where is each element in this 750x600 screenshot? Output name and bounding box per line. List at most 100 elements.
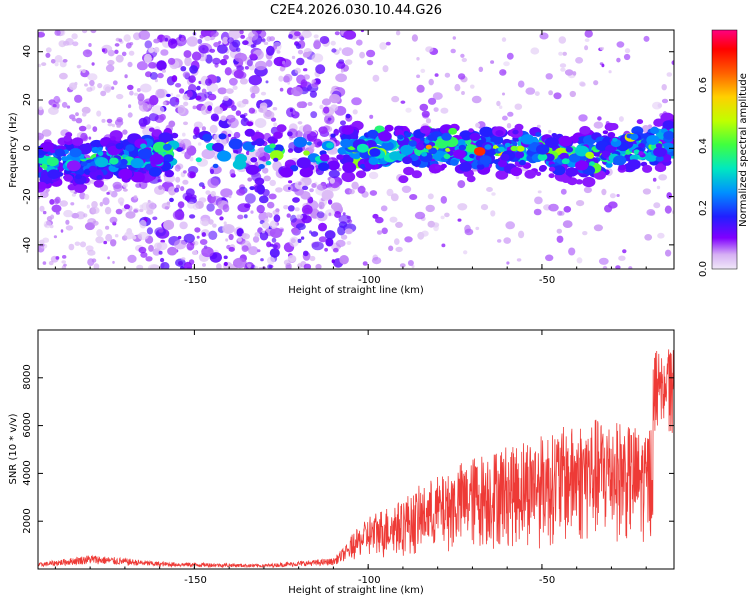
spectrogram-cell xyxy=(556,235,564,243)
spectrogram-cell xyxy=(148,62,157,69)
bottom-ytick-label: 8000 xyxy=(22,364,33,389)
spectrogram-cell xyxy=(205,190,211,196)
spectrogram-cell xyxy=(620,150,627,155)
spectrogram-cell xyxy=(116,93,124,100)
spectrogram-cell xyxy=(82,49,93,58)
spectrogram-cell xyxy=(575,145,589,157)
spectrogram-cell xyxy=(209,124,218,134)
spectrogram-cell xyxy=(65,219,70,225)
spectrogram-cell xyxy=(479,126,494,138)
spectrogram-cell xyxy=(273,131,283,139)
spectrogram-cell xyxy=(199,239,208,245)
spectrogram-cell xyxy=(536,124,541,128)
spectrogram-cell xyxy=(478,66,484,73)
spectrogram-cell xyxy=(151,105,165,115)
spectrogram-cell xyxy=(295,43,302,49)
spectrogram-cell xyxy=(287,254,297,263)
spectrogram-cell xyxy=(604,122,616,132)
spectrogram-cell xyxy=(204,35,211,42)
spectrogram-cell xyxy=(138,30,151,40)
spectrogram-cell xyxy=(208,230,218,240)
spectrogram-cell xyxy=(114,43,120,47)
spectrogram-cell xyxy=(324,247,328,252)
spectrogram-cell xyxy=(91,201,98,208)
spectrogram-cell xyxy=(495,130,504,137)
spectrogram-cell xyxy=(140,83,152,93)
spectrogram-cell xyxy=(599,46,605,51)
spectrogram-cell xyxy=(131,235,137,240)
spectrogram-cell xyxy=(148,47,155,53)
spectrogram-cell xyxy=(252,235,260,243)
spectrogram-cell xyxy=(338,47,342,51)
spectrogram-cell xyxy=(344,228,353,235)
spectrogram-cell xyxy=(657,232,665,239)
spectrogram-cell xyxy=(283,73,293,83)
spectrogram-cell xyxy=(666,192,672,199)
spectrogram-cell xyxy=(97,83,103,89)
spectrogram-cell xyxy=(91,251,96,255)
spectrogram-cell xyxy=(65,225,74,231)
spectrogram-cell xyxy=(561,158,570,165)
spectrogram-cell xyxy=(520,134,535,145)
spectrogram-cell xyxy=(666,72,673,77)
spectrogram-cell xyxy=(254,138,265,147)
spectrogram-cell xyxy=(535,171,542,176)
spectrogram-cell xyxy=(404,132,412,138)
spectrogram-cell xyxy=(428,147,438,155)
spectrogram-cell xyxy=(332,247,339,253)
spectrogram-cell xyxy=(183,233,195,243)
spectrogram-cell xyxy=(261,222,270,229)
spectrogram-cell xyxy=(50,59,56,64)
spectrogram-cell xyxy=(548,129,552,134)
spectrogram-cell xyxy=(245,164,260,175)
spectrogram-cell xyxy=(609,193,616,199)
spectrogram-cell xyxy=(565,146,574,153)
bottom-ytick-label: 6000 xyxy=(22,412,33,437)
spectrogram-cell xyxy=(384,124,394,132)
spectrogram-cell xyxy=(440,215,445,220)
spectrogram-cell xyxy=(300,236,305,240)
spectrogram-cell xyxy=(269,220,278,230)
spectrogram-cell xyxy=(461,91,465,95)
spectrogram-cell xyxy=(68,243,75,251)
spectrogram-cell xyxy=(351,97,362,106)
spectrogram-cell xyxy=(39,205,45,212)
top-xaxis-label: Height of straight line (km) xyxy=(288,285,424,296)
spectrogram-cell xyxy=(122,182,128,188)
spectrogram-cell xyxy=(114,234,119,238)
spectrogram-cell xyxy=(561,176,571,183)
spectrogram-cell xyxy=(394,238,400,246)
spectrogram-cell xyxy=(294,67,301,74)
spectrogram-cell xyxy=(294,207,300,212)
spectrogram-cell xyxy=(222,204,230,213)
spectrogram-cell xyxy=(162,101,167,106)
top-ytick-label: 0 xyxy=(22,145,33,151)
spectrogram-cell xyxy=(598,257,609,265)
spectrogram-cell xyxy=(248,31,259,41)
spectrogram-cell xyxy=(313,34,319,39)
spectrogram-cell xyxy=(283,205,289,210)
spectrogram-cell xyxy=(95,236,104,244)
spectrogram-cell xyxy=(407,260,414,266)
spectrogram-cell xyxy=(369,148,381,157)
spectrogram-cell xyxy=(191,51,202,61)
spectrogram-cell xyxy=(223,54,229,60)
spectrogram-cell xyxy=(198,44,209,54)
spectrogram-cell xyxy=(323,106,330,114)
spectrogram-cell xyxy=(168,120,176,128)
spectrogram-cell xyxy=(126,228,133,235)
spectrogram-cell xyxy=(425,46,434,53)
spectrogram-cell xyxy=(38,63,42,68)
spectrogram-cell xyxy=(291,86,303,97)
spectrogram-cell xyxy=(287,205,295,212)
spectrogram-cell xyxy=(273,157,279,162)
spectrogram-cell xyxy=(92,126,98,132)
spectrogram-cell xyxy=(86,87,93,92)
spectrogram-cell xyxy=(321,189,334,200)
spectrogram-cell xyxy=(121,51,127,57)
spectrogram-cell xyxy=(359,51,365,59)
spectrogram-cell xyxy=(517,80,525,88)
spectrogram-cell xyxy=(66,160,81,172)
spectrogram-cell xyxy=(273,122,278,127)
spectrogram-cell xyxy=(545,254,554,262)
